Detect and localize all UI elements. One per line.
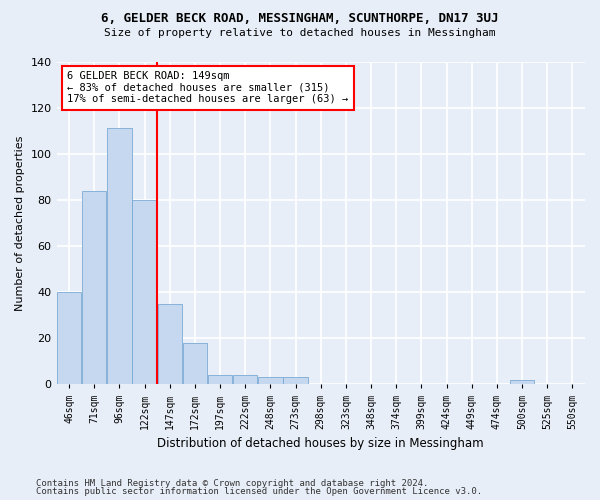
Bar	[208, 375, 232, 384]
Bar	[57, 292, 82, 384]
Text: 6 GELDER BECK ROAD: 149sqm
← 83% of detached houses are smaller (315)
17% of sem: 6 GELDER BECK ROAD: 149sqm ← 83% of deta…	[67, 71, 349, 104]
Text: Size of property relative to detached houses in Messingham: Size of property relative to detached ho…	[104, 28, 496, 38]
Y-axis label: Number of detached properties: Number of detached properties	[15, 136, 25, 310]
Text: Contains HM Land Registry data © Crown copyright and database right 2024.: Contains HM Land Registry data © Crown c…	[36, 478, 428, 488]
Bar	[510, 380, 534, 384]
Bar	[133, 200, 157, 384]
Bar	[82, 190, 106, 384]
Bar	[107, 128, 131, 384]
Bar	[158, 304, 182, 384]
Bar	[183, 343, 207, 384]
Text: 6, GELDER BECK ROAD, MESSINGHAM, SCUNTHORPE, DN17 3UJ: 6, GELDER BECK ROAD, MESSINGHAM, SCUNTHO…	[101, 12, 499, 26]
Bar	[258, 378, 283, 384]
X-axis label: Distribution of detached houses by size in Messingham: Distribution of detached houses by size …	[157, 437, 484, 450]
Text: Contains public sector information licensed under the Open Government Licence v3: Contains public sector information licen…	[36, 487, 482, 496]
Bar	[283, 378, 308, 384]
Bar	[233, 375, 257, 384]
